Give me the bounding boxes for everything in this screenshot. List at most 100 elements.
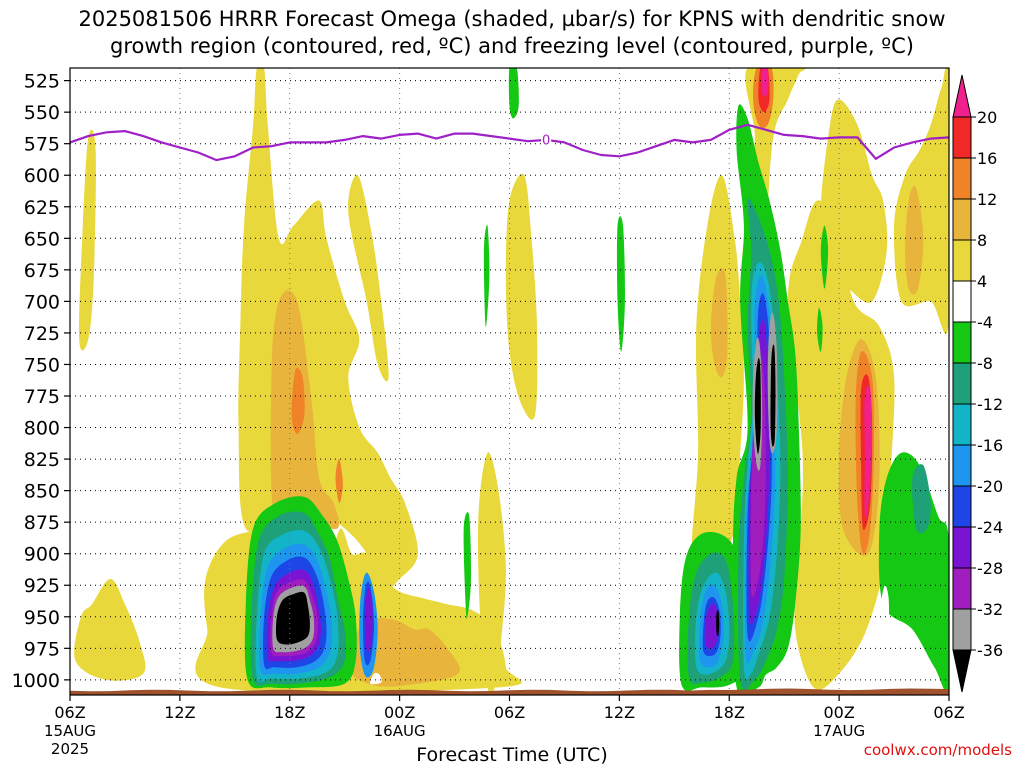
colorbar-label-8: -16 (977, 436, 1003, 455)
omega-region-35 (820, 225, 829, 289)
colorbar-band-13 (952, 608, 972, 651)
colorbar-band-5 (952, 280, 972, 323)
x-tick-label-6: 12Z (164, 703, 195, 722)
x-tick-date-18: 16AUG (374, 722, 426, 740)
omega-region-6 (79, 129, 96, 351)
y-tick-label-750: 750 (24, 354, 60, 376)
omega-region-40 (912, 464, 931, 534)
colorbar-label-12: -32 (977, 600, 1003, 619)
y-tick-label-925: 925 (24, 575, 60, 597)
omega-region-36 (817, 307, 823, 352)
y-tick-label-725: 725 (24, 323, 60, 345)
colorbar-band-3 (952, 198, 972, 241)
x-tick-date-42: 17AUG (813, 722, 865, 740)
y-tick-label-950: 950 (24, 607, 60, 629)
y-tick-label-575: 575 (24, 134, 60, 156)
y-tick-label-775: 775 (24, 386, 60, 408)
omega-region-65 (370, 672, 382, 685)
omega-region-16 (905, 185, 924, 295)
colorbar-band-9 (952, 444, 972, 487)
site-credit: coolwx.com/models (863, 741, 1012, 759)
x-axis-label: Forecast Time (UTC) (416, 744, 608, 766)
freezing-level-label: 0 (542, 133, 550, 148)
y-tick-label-550: 550 (24, 102, 60, 124)
omega-region-18 (335, 459, 343, 504)
colorbar-band-7 (952, 362, 972, 405)
y-tick-label-525: 525 (24, 71, 60, 93)
colorbar-label-2: 12 (977, 190, 997, 209)
x-tick-label-0: 06Z (54, 703, 85, 722)
x-tick-label-48: 06Z (933, 703, 964, 722)
colorbar-band-6 (952, 321, 972, 364)
colorbar-label-6: -8 (977, 354, 993, 373)
omega-region-10 (820, 99, 888, 303)
colorbar-label-0: 20 (977, 108, 997, 127)
colorbar-bottom-arrow (952, 649, 972, 693)
omega-region-30 (878, 452, 949, 693)
y-tick-label-825: 825 (24, 449, 60, 471)
colorbar-band-1 (952, 116, 972, 159)
omega-region-33 (616, 216, 625, 352)
omega-region-2 (348, 175, 389, 382)
omega-region-55 (364, 588, 373, 653)
y-tick-label-850: 850 (24, 481, 60, 503)
omega-region-24 (864, 385, 873, 520)
omega-region-53 (704, 603, 719, 649)
y-tick-label-650: 650 (24, 228, 60, 250)
x-tick-label-36: 18Z (714, 703, 745, 722)
terrain-strip (70, 688, 949, 695)
freezing-level-line (70, 123, 949, 162)
colorbar-band-12 (952, 567, 972, 610)
y-tick-label-800: 800 (24, 418, 60, 440)
colorbar-band-10 (952, 485, 972, 528)
chart-title-line-1: 2025081506 HRRR Forecast Omega (shaded, … (78, 7, 946, 31)
chart-title-line-2: growth region (contoured, red, ºC) and f… (110, 34, 914, 58)
y-tick-label-900: 900 (24, 544, 60, 566)
omega-region-14 (710, 268, 728, 378)
omega-region-62 (754, 357, 761, 455)
colorbar-label-4: 4 (977, 272, 987, 291)
omega-region-3 (477, 452, 506, 695)
x-tick-year-0: 2025 (51, 740, 89, 758)
colorbar-label-3: 8 (977, 231, 987, 250)
x-tick-label-18: 00Z (384, 703, 415, 722)
colorbar-label-13: -36 (977, 641, 1003, 660)
omega-region-64 (716, 609, 720, 637)
omega-region-17 (291, 367, 305, 434)
omega-region-34 (463, 512, 472, 619)
y-tick-label-675: 675 (24, 260, 60, 282)
colorbar-label-10: -24 (977, 518, 1003, 537)
y-tick-label-875: 875 (24, 512, 60, 534)
x-tick-label-24: 06Z (494, 703, 525, 722)
omega-region-12 (270, 290, 340, 538)
omega-region-11 (893, 68, 949, 334)
omega-region-61 (275, 591, 310, 645)
omega-region-32 (483, 224, 490, 327)
y-tick-label-625: 625 (24, 197, 60, 219)
x-tick-label-30: 12Z (604, 703, 635, 722)
colorbar-label-5: -4 (977, 313, 993, 332)
colorbar-label-7: -12 (977, 395, 1003, 414)
colorbar-label-11: -28 (977, 559, 1003, 578)
y-tick-label-975: 975 (24, 638, 60, 660)
colorbar-band-8 (952, 403, 972, 446)
colorbar-band-2 (952, 157, 972, 200)
colorbar-band-11 (952, 526, 972, 569)
y-tick-label-600: 600 (24, 165, 60, 187)
omega-region-26 (761, 68, 769, 97)
omega-region-31 (508, 68, 519, 119)
chart-title: 2025081506 HRRR Forecast Omega (shaded, … (0, 6, 1024, 60)
y-tick-label-1000: 1000 (12, 670, 60, 692)
colorbar-label-1: 16 (977, 149, 997, 168)
omega-region-63 (770, 344, 776, 447)
x-tick-label-12: 18Z (274, 703, 305, 722)
x-tick-date-0: 15AUG (44, 722, 96, 740)
omega-region-66 (881, 585, 890, 636)
colorbar-top-arrow (952, 74, 972, 118)
y-tick-label-700: 700 (24, 291, 60, 313)
x-tick-label-42: 00Z (823, 703, 854, 722)
omega-region-4 (505, 173, 538, 420)
omega-region-5 (74, 578, 146, 681)
colorbar-label-9: -20 (977, 477, 1003, 496)
